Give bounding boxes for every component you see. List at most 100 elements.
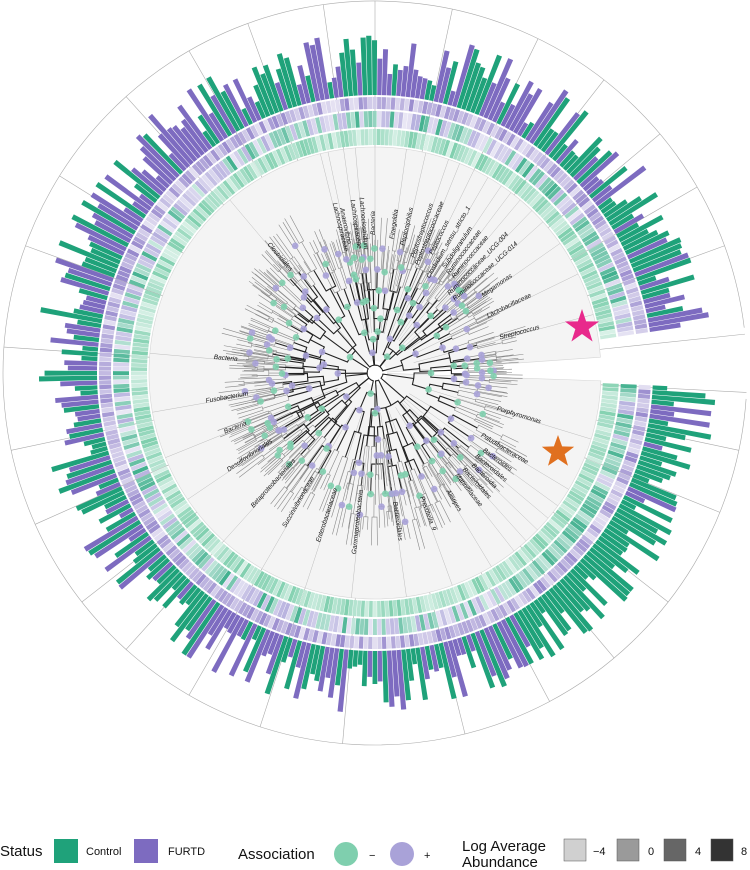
- ring-segment: [118, 313, 136, 321]
- ring-segment: [488, 568, 500, 585]
- ring-segment: [586, 455, 603, 465]
- ring-segment: [619, 468, 633, 477]
- ring-segment: [119, 472, 132, 481]
- ring-segment: [264, 576, 276, 593]
- ring-segment: [601, 398, 618, 405]
- ring-segment: [109, 446, 123, 455]
- ring-segment: [351, 129, 357, 147]
- ring-segment: [138, 309, 155, 318]
- ring-segment: [155, 262, 172, 274]
- ring-segment: [321, 631, 328, 645]
- tree-branch: [251, 277, 273, 295]
- tree-branch: [393, 431, 409, 462]
- tree-branch: [286, 463, 308, 490]
- ring-segment: [229, 555, 242, 572]
- abundance-bar: [552, 143, 568, 162]
- tree-branch: [286, 302, 300, 315]
- ring-segment: [502, 602, 512, 615]
- ring-segment: [607, 449, 624, 459]
- association-node: [374, 328, 381, 335]
- ring-segment: [341, 112, 348, 130]
- abundance-bar: [84, 256, 118, 274]
- ring-segment: [332, 615, 340, 633]
- ring-segment: [470, 131, 481, 148]
- ring-segment: [138, 508, 151, 519]
- ring-segment: [408, 634, 415, 647]
- ring-segment: [133, 338, 150, 344]
- abundance-bar: [80, 389, 98, 396]
- ring-segment: [583, 234, 600, 247]
- ring-segment: [491, 163, 504, 179]
- ring-segment: [275, 113, 284, 127]
- abundance-bar: [487, 77, 511, 121]
- ring-segment: [323, 595, 331, 613]
- ring-segment: [467, 579, 478, 596]
- association-node: [343, 303, 351, 311]
- association-node: [455, 286, 462, 294]
- tree-branch: [380, 375, 405, 400]
- ring-segment: [315, 135, 323, 152]
- tree-branch: [411, 378, 429, 390]
- abundance-bar: [162, 577, 191, 609]
- association-node: [377, 315, 384, 322]
- association-node: [301, 288, 309, 295]
- ring-segment: [482, 137, 493, 154]
- ring-segment: [140, 301, 157, 310]
- association-node: [264, 419, 272, 427]
- tree-branch: [405, 225, 416, 253]
- tree-branch: [244, 366, 258, 370]
- ring-segment: [167, 493, 184, 505]
- tree-branch: [258, 302, 274, 313]
- tree-branch: [323, 419, 338, 439]
- abundance-bar: [91, 212, 134, 239]
- ring-segment: [385, 111, 391, 128]
- ring-segment: [584, 499, 600, 512]
- ring-segment: [523, 187, 537, 203]
- ring-segment: [132, 342, 149, 348]
- ring-segment: [606, 496, 619, 507]
- ring-segment: [605, 282, 623, 292]
- ring-segment: [578, 196, 591, 208]
- ring-segment: [426, 135, 435, 152]
- tree-branch: [493, 374, 523, 377]
- ring-segment: [614, 425, 631, 433]
- ring-segment: [603, 461, 620, 472]
- abundance-bar: [301, 643, 316, 690]
- abundance-bar: [433, 50, 450, 103]
- ring-segment: [354, 111, 360, 128]
- ring-segment: [250, 125, 260, 138]
- abundance-bar: [647, 307, 703, 323]
- ring-segment: [174, 179, 187, 192]
- ring-segment: [604, 500, 617, 511]
- ring-segment: [179, 509, 195, 522]
- ring-segment: [120, 261, 134, 270]
- association-node: [427, 369, 435, 377]
- tree-branch: [371, 352, 378, 367]
- ring-segment: [415, 596, 423, 614]
- tree-branch: [297, 313, 312, 323]
- ring-segment: [453, 143, 462, 160]
- tree-branch: [389, 418, 409, 446]
- ring-segment: [198, 202, 213, 216]
- ring-segment: [482, 592, 494, 609]
- ring-segment: [634, 416, 648, 423]
- ring-segment: [276, 619, 285, 633]
- ring-segment: [245, 127, 256, 140]
- ring-segment: [325, 632, 333, 646]
- ring-segment: [621, 273, 634, 282]
- ring-segment: [344, 98, 350, 111]
- tree-branch: [416, 506, 426, 526]
- ring-segment: [117, 269, 131, 279]
- abundance-bar: [352, 650, 359, 667]
- tree-branch: [307, 407, 319, 418]
- ring-segment: [221, 141, 232, 154]
- ring-segment: [422, 115, 430, 133]
- ring-segment: [591, 296, 608, 306]
- ring-segment: [389, 618, 395, 635]
- abundance-bar: [70, 473, 118, 496]
- tree-branch: [312, 389, 338, 402]
- association-node: [430, 485, 438, 493]
- abundance-bar: [65, 464, 114, 486]
- abundance-bar: [470, 632, 496, 689]
- abundance-bar: [89, 241, 123, 261]
